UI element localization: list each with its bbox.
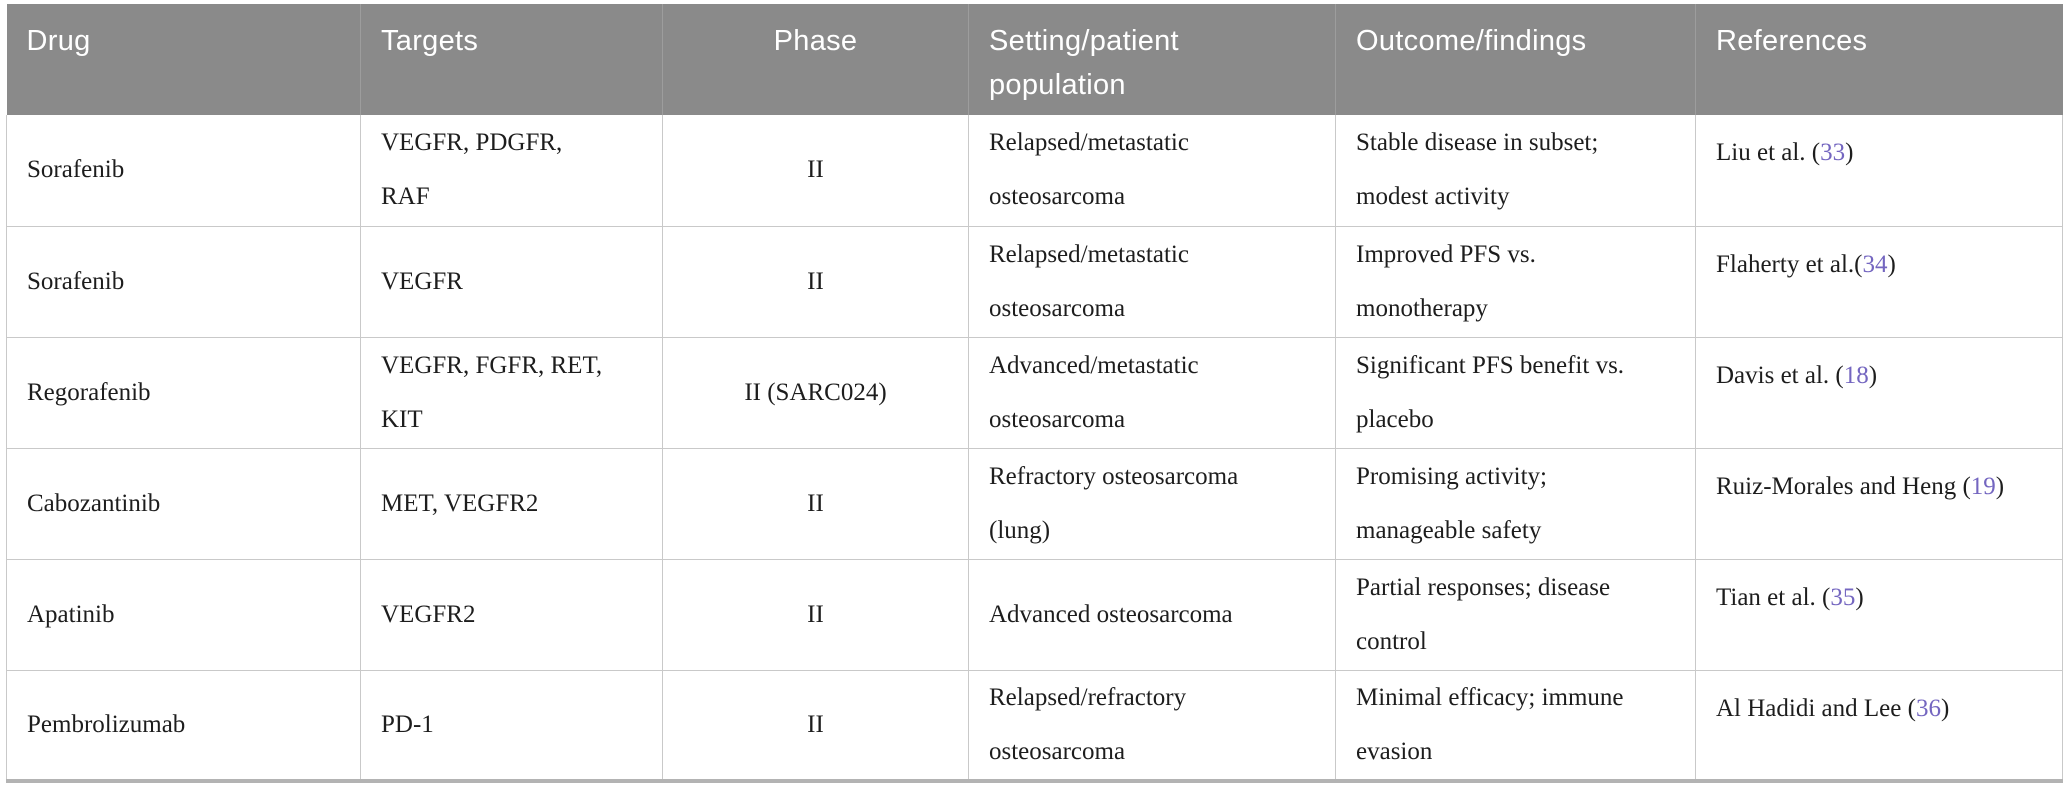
reference-text: Ruiz-Morales and Heng ( (1716, 472, 1971, 500)
reference-text: Liu et al. ( (1716, 139, 1821, 166)
cell-setting: Advanced/metastatic osteosarcoma (968, 337, 1336, 449)
cell-drug: Pembrolizumab (6, 670, 361, 783)
reference-citation-link[interactable]: 19 (1970, 472, 1996, 500)
cell-reference: Al Hadidi and Lee (36) (1695, 670, 2063, 783)
cell-drug: Regorafenib (6, 337, 361, 449)
cell-phase: II (662, 559, 969, 671)
cell-setting: Refractory osteosarcoma (lung) (968, 448, 1336, 560)
cell-setting: Advanced osteosarcoma (968, 559, 1336, 671)
cell-phase: II (662, 115, 969, 227)
column-header-outcome: Outcome/findings (1335, 4, 1696, 115)
reference-text: Flaherty et al.( (1716, 250, 1863, 278)
reference-citation-link[interactable]: 33 (1820, 139, 1846, 166)
cell-drug: Apatinib (6, 559, 361, 671)
table-row: Pembrolizumab PD-1 II Relapsed/refractor… (6, 670, 2063, 783)
table-row: Regorafenib VEGFR, FGFR, RET, KIT II (SA… (6, 337, 2063, 449)
reference-text: Al Hadidi and Lee ( (1716, 694, 1916, 722)
reference-text-suffix: ) (1995, 472, 2005, 500)
reference-citation-link[interactable]: 18 (1843, 361, 1869, 389)
cell-drug: Sorafenib (6, 226, 361, 338)
cell-reference: Liu et al. (33) (1695, 115, 2063, 227)
cell-outcome: Partial responses; disease control (1335, 559, 1696, 671)
reference-citation-link[interactable]: 34 (1862, 250, 1888, 278)
table-row: Sorafenib VEGFR, PDGFR, RAF II Relapsed/… (6, 115, 2063, 227)
cell-phase: II (662, 226, 969, 338)
reference-text: Davis et al. ( (1716, 361, 1844, 389)
cell-phase: II (SARC024) (662, 337, 969, 449)
reference-text-suffix: ) (1855, 583, 1864, 611)
reference-citation-link[interactable]: 36 (1915, 694, 1941, 722)
cell-phase: II (662, 448, 969, 560)
reference-text-suffix: ) (1845, 139, 1854, 166)
cell-targets: VEGFR2 (360, 559, 663, 671)
cell-drug: Cabozantinib (6, 448, 361, 560)
reference-text-suffix: ) (1868, 361, 1878, 389)
column-header-targets: Targets (360, 4, 663, 115)
cell-outcome: Promising activity; manageable safety (1335, 448, 1696, 560)
cell-targets: MET, VEGFR2 (360, 448, 663, 560)
cell-setting: Relapsed/metastatic osteosarcoma (968, 115, 1336, 227)
reference-text-suffix: ) (1940, 694, 1950, 722)
cell-outcome: Minimal efficacy; immune evasion (1335, 670, 1696, 783)
cell-outcome: Stable disease in subset; modest activit… (1335, 115, 1696, 227)
table-row: Sorafenib VEGFR II Relapsed/metastatic o… (6, 226, 2063, 338)
column-header-phase: Phase (662, 4, 969, 115)
column-header-references: References (1695, 4, 2063, 115)
cell-targets: VEGFR, FGFR, RET, KIT (360, 337, 663, 449)
header-row: Drug Targets Phase Setting/patient popul… (6, 4, 2063, 115)
reference-citation-link[interactable]: 35 (1830, 583, 1856, 611)
cell-reference: Tian et al. (35) (1695, 559, 2063, 671)
cell-drug: Sorafenib (6, 115, 361, 227)
reference-text: Tian et al. ( (1716, 583, 1831, 611)
column-header-setting: Setting/patient population (968, 4, 1336, 115)
cell-outcome: Improved PFS vs. monotherapy (1335, 226, 1696, 338)
column-header-drug: Drug (6, 4, 361, 115)
cell-targets: VEGFR, PDGFR, RAF (360, 115, 663, 227)
reference-text-suffix: ) (1887, 250, 1896, 278)
cell-targets: VEGFR (360, 226, 663, 338)
cell-reference: Davis et al. (18) (1695, 337, 2063, 449)
table-row: Cabozantinib MET, VEGFR2 II Refractory o… (6, 448, 2063, 560)
cell-reference: Flaherty et al.(34) (1695, 226, 2063, 338)
cell-phase: II (662, 670, 969, 783)
cell-outcome: Significant PFS benefit vs. placebo (1335, 337, 1696, 449)
cell-reference: Ruiz-Morales and Heng (19) (1695, 448, 2063, 560)
table-row: Apatinib VEGFR2 II Advanced osteosarcoma… (6, 559, 2063, 671)
drug-trials-table: Drug Targets Phase Setting/patient popul… (6, 4, 2063, 783)
cell-setting: Relapsed/refractory osteosarcoma (968, 670, 1336, 783)
cell-targets: PD-1 (360, 670, 663, 783)
table-header: Drug Targets Phase Setting/patient popul… (6, 4, 2063, 115)
cell-setting: Relapsed/metastatic osteosarcoma (968, 226, 1336, 338)
table-body: Sorafenib VEGFR, PDGFR, RAF II Relapsed/… (6, 115, 2063, 783)
